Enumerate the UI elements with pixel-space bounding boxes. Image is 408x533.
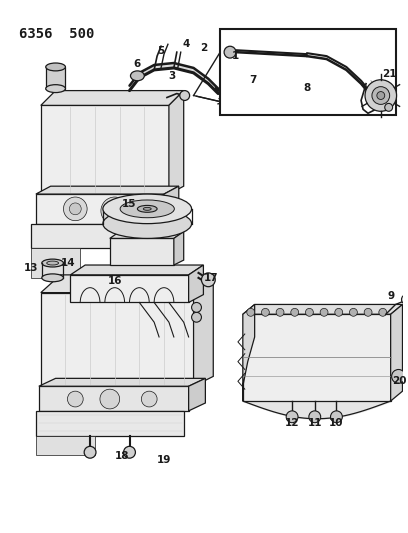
Ellipse shape xyxy=(137,205,157,212)
Circle shape xyxy=(141,391,157,407)
Circle shape xyxy=(108,204,122,217)
Ellipse shape xyxy=(228,100,240,107)
Text: 14: 14 xyxy=(61,258,76,268)
Circle shape xyxy=(392,369,406,383)
Circle shape xyxy=(224,46,236,58)
Text: 16: 16 xyxy=(107,276,122,286)
Text: 12: 12 xyxy=(285,418,299,427)
Polygon shape xyxy=(31,248,80,278)
Ellipse shape xyxy=(120,200,174,217)
Ellipse shape xyxy=(46,63,65,71)
Polygon shape xyxy=(188,265,204,302)
Polygon shape xyxy=(70,265,204,275)
Circle shape xyxy=(192,302,202,312)
Polygon shape xyxy=(31,224,159,248)
Circle shape xyxy=(401,295,408,304)
Ellipse shape xyxy=(131,71,144,80)
Ellipse shape xyxy=(42,259,64,267)
Polygon shape xyxy=(174,231,184,265)
Circle shape xyxy=(276,309,284,316)
Polygon shape xyxy=(41,293,193,386)
Circle shape xyxy=(101,197,129,224)
Polygon shape xyxy=(243,314,390,401)
Circle shape xyxy=(330,411,342,423)
Text: 21: 21 xyxy=(382,69,397,79)
Circle shape xyxy=(100,389,120,409)
Text: 6: 6 xyxy=(134,59,141,69)
Text: 19: 19 xyxy=(157,455,171,465)
Text: 8: 8 xyxy=(303,83,310,93)
Polygon shape xyxy=(129,63,218,94)
Polygon shape xyxy=(39,386,188,411)
Circle shape xyxy=(364,309,372,316)
Polygon shape xyxy=(39,378,205,386)
Polygon shape xyxy=(164,186,179,224)
Circle shape xyxy=(64,197,87,221)
Polygon shape xyxy=(70,275,188,302)
Polygon shape xyxy=(46,67,65,88)
Ellipse shape xyxy=(143,207,151,211)
Circle shape xyxy=(320,309,328,316)
Circle shape xyxy=(124,446,135,458)
Circle shape xyxy=(247,309,255,316)
Circle shape xyxy=(377,92,385,100)
Polygon shape xyxy=(41,275,213,293)
Circle shape xyxy=(372,87,390,104)
Circle shape xyxy=(385,103,392,111)
Text: 10: 10 xyxy=(329,418,344,427)
Polygon shape xyxy=(188,378,205,411)
Ellipse shape xyxy=(46,85,65,93)
Text: 18: 18 xyxy=(114,451,129,461)
Text: 3: 3 xyxy=(168,71,175,81)
Circle shape xyxy=(192,312,202,322)
Polygon shape xyxy=(41,106,169,194)
Text: 4: 4 xyxy=(183,39,191,49)
Ellipse shape xyxy=(47,261,58,265)
Polygon shape xyxy=(243,304,402,314)
Text: 13: 13 xyxy=(24,263,38,273)
Circle shape xyxy=(262,309,269,316)
Circle shape xyxy=(286,411,298,423)
Circle shape xyxy=(306,309,313,316)
Text: 2: 2 xyxy=(200,43,207,53)
Circle shape xyxy=(69,203,81,215)
Polygon shape xyxy=(243,304,255,401)
Polygon shape xyxy=(193,275,213,386)
Text: 20: 20 xyxy=(392,376,407,386)
Circle shape xyxy=(180,91,190,100)
Ellipse shape xyxy=(103,194,192,224)
Polygon shape xyxy=(390,304,402,401)
Text: 5: 5 xyxy=(157,46,165,56)
Text: 15: 15 xyxy=(122,199,137,209)
Polygon shape xyxy=(36,411,184,435)
Circle shape xyxy=(350,309,357,316)
Circle shape xyxy=(365,80,397,111)
Circle shape xyxy=(67,391,83,407)
Text: 7: 7 xyxy=(249,75,256,85)
Text: 6356  500: 6356 500 xyxy=(19,27,95,41)
Polygon shape xyxy=(110,231,184,238)
Polygon shape xyxy=(36,186,179,194)
Circle shape xyxy=(144,199,164,219)
Circle shape xyxy=(291,309,299,316)
Polygon shape xyxy=(41,91,184,106)
Circle shape xyxy=(84,446,96,458)
Circle shape xyxy=(335,309,343,316)
Ellipse shape xyxy=(103,209,192,238)
Text: 11: 11 xyxy=(308,418,322,427)
Circle shape xyxy=(379,309,387,316)
Circle shape xyxy=(202,273,215,287)
Ellipse shape xyxy=(42,274,64,282)
Polygon shape xyxy=(169,91,184,194)
FancyBboxPatch shape xyxy=(220,28,396,115)
Text: 1: 1 xyxy=(232,51,239,61)
Text: 9: 9 xyxy=(387,290,394,301)
Text: 17: 17 xyxy=(204,273,219,283)
Polygon shape xyxy=(36,435,95,455)
Circle shape xyxy=(309,411,321,423)
Circle shape xyxy=(149,204,159,214)
Polygon shape xyxy=(36,194,164,224)
Polygon shape xyxy=(110,238,174,265)
